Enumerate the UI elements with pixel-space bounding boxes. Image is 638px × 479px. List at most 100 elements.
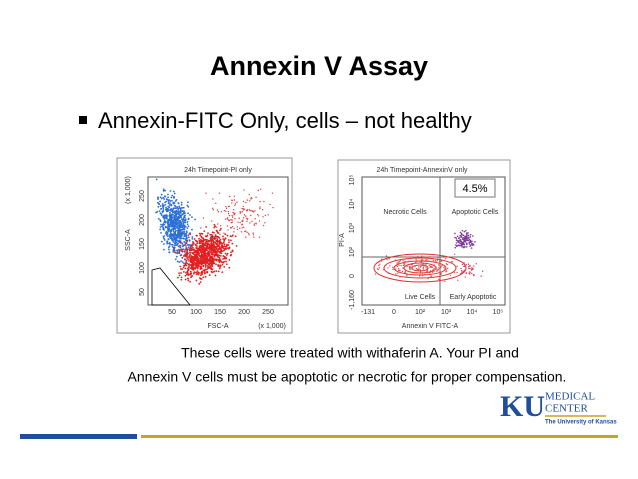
dot	[185, 259, 188, 262]
dot	[180, 203, 183, 206]
dot	[158, 210, 161, 212]
dot	[162, 189, 165, 192]
dot	[201, 243, 204, 246]
dot	[187, 206, 190, 208]
dot	[172, 250, 175, 253]
x-tick-label: 10³	[441, 309, 452, 316]
dot	[461, 234, 464, 236]
dot	[215, 263, 217, 266]
dot	[475, 263, 478, 265]
x-scale: (x 1,000)	[258, 323, 286, 330]
logo-university: The University of Kansas	[545, 420, 617, 426]
dot	[178, 232, 180, 235]
dot	[203, 272, 206, 275]
dot	[480, 275, 482, 277]
dot	[235, 245, 238, 247]
dot	[186, 220, 189, 223]
dot	[214, 235, 217, 238]
dot	[208, 274, 211, 276]
dot	[160, 231, 162, 234]
dot	[421, 275, 424, 277]
dot	[453, 253, 456, 256]
dot	[464, 269, 467, 271]
dot	[166, 207, 169, 210]
dot	[245, 201, 247, 204]
dot	[196, 256, 199, 259]
dot	[467, 263, 470, 265]
dot	[460, 232, 463, 235]
dot	[433, 270, 435, 273]
dot	[159, 212, 162, 215]
dot	[226, 225, 229, 227]
dot	[453, 271, 456, 274]
dot	[167, 222, 170, 224]
dot	[233, 227, 235, 230]
dot	[415, 258, 417, 261]
x-tick-label: 0	[392, 309, 396, 316]
dot	[184, 212, 186, 215]
dot	[234, 217, 236, 220]
dot	[381, 258, 383, 260]
dot	[211, 220, 213, 222]
dot	[461, 238, 464, 241]
dot	[192, 253, 195, 255]
dot	[233, 199, 236, 201]
dot	[186, 204, 189, 207]
dot	[455, 242, 458, 244]
dot	[213, 262, 216, 265]
dot	[179, 246, 182, 249]
dot	[172, 241, 175, 243]
dot	[179, 215, 182, 218]
dot	[469, 239, 472, 242]
dot	[159, 200, 161, 203]
dot	[454, 236, 456, 239]
dot	[205, 257, 207, 260]
dot	[187, 234, 190, 237]
dot	[179, 209, 182, 212]
dot	[397, 268, 400, 270]
dot	[231, 235, 233, 238]
dot	[164, 203, 167, 206]
dot	[463, 262, 465, 264]
dot	[216, 245, 219, 248]
dot	[197, 252, 200, 255]
dot	[191, 252, 193, 254]
dot	[206, 260, 208, 262]
dot	[231, 242, 234, 245]
dot	[420, 265, 422, 268]
dot	[166, 240, 169, 243]
dot	[192, 272, 195, 275]
dot	[195, 279, 198, 282]
dot	[222, 241, 225, 244]
y-tick-label: 250	[139, 190, 146, 202]
dot	[167, 246, 170, 249]
dot	[160, 214, 163, 216]
dot	[471, 272, 473, 275]
dot	[180, 235, 183, 238]
dot	[449, 274, 452, 277]
dot	[225, 210, 227, 212]
dot	[207, 267, 210, 270]
dot	[178, 274, 181, 277]
dot	[203, 262, 205, 264]
dot	[179, 223, 181, 226]
dot	[391, 256, 393, 258]
dot	[248, 209, 251, 211]
dot	[197, 262, 199, 265]
dot	[183, 216, 186, 219]
dot	[190, 272, 192, 275]
dot	[188, 264, 191, 267]
dot	[177, 202, 180, 204]
dot	[445, 268, 447, 271]
dot	[169, 229, 172, 232]
dot	[160, 223, 162, 226]
dot	[436, 259, 439, 262]
dot	[199, 259, 201, 262]
dot	[199, 248, 201, 251]
dot	[396, 262, 398, 264]
percent: 4.5%	[462, 183, 487, 195]
dot	[160, 193, 163, 196]
dot	[465, 272, 467, 274]
dot	[163, 218, 166, 220]
